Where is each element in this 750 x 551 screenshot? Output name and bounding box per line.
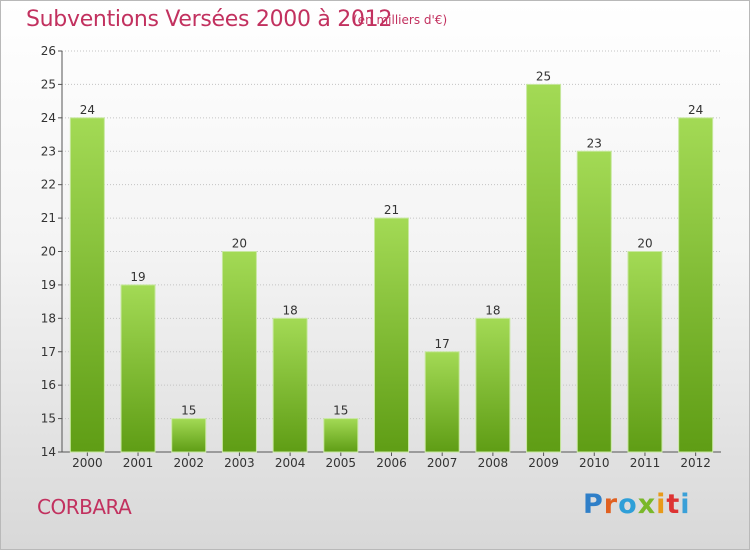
bar-2011: [627, 251, 663, 453]
y-tick-label: 23: [41, 144, 56, 158]
x-tick-label: 2006: [376, 456, 407, 470]
bars: [69, 83, 714, 453]
x-tick-label: 2004: [275, 456, 306, 470]
labels: 14 15 16 17 18 19 20 21 22 23 24 25 26 24 2000 19 2001 15…: [41, 44, 711, 470]
x-tick-label: 2010: [579, 456, 610, 470]
x-tick-label: 2012: [680, 456, 711, 470]
chart-title: Subventions Versées 2000 à 2012: [26, 7, 393, 32]
y-tick-label: 18: [41, 311, 56, 325]
city-name: CORBARA: [37, 495, 132, 519]
bar-2007: [424, 351, 460, 453]
bar-value-label: 25: [536, 69, 551, 83]
x-tick-label: 2009: [528, 456, 559, 470]
bar-value-label: 15: [181, 404, 196, 418]
y-tick-label: 24: [41, 111, 56, 125]
bar-2004: [272, 317, 308, 453]
bar-2002: [171, 418, 207, 453]
bar-2010: [576, 150, 612, 453]
bar-value-label: 21: [384, 203, 399, 217]
y-tick-label: 14: [41, 445, 56, 459]
bar-value-label: 20: [637, 237, 652, 251]
y-tick-label: 15: [41, 412, 56, 426]
bar-value-label: 20: [232, 237, 247, 251]
proxiti-logo[interactable]: Proxiti: [583, 489, 691, 520]
y-tick-label: 21: [41, 211, 56, 225]
bar-2009: [526, 83, 562, 453]
y-tick-label: 17: [41, 345, 56, 359]
y-tick-label: 20: [41, 245, 56, 259]
x-tick-label: 2001: [123, 456, 154, 470]
bar-value-label: 17: [435, 337, 450, 351]
bar-value-label: 15: [333, 404, 348, 418]
bar-2003: [221, 251, 257, 453]
bar-2005: [323, 418, 359, 453]
y-tick-label: 22: [41, 178, 56, 192]
x-tick-label: 2003: [224, 456, 255, 470]
y-tick-label: 25: [41, 77, 56, 91]
chart-subtitle: (en milliers d'€): [353, 13, 448, 27]
bar-value-label: 24: [688, 103, 703, 117]
x-tick-label: 2008: [478, 456, 509, 470]
x-tick-label: 2011: [630, 456, 661, 470]
y-tick-label: 16: [41, 378, 56, 392]
y-tick-label: 19: [41, 278, 56, 292]
bar-value-label: 18: [282, 303, 297, 317]
bar-value-label: 23: [587, 136, 602, 150]
bar-value-label: 19: [130, 270, 145, 284]
bar-2008: [475, 317, 511, 453]
y-tick-label: 26: [41, 44, 56, 58]
x-tick-label: 2005: [326, 456, 357, 470]
x-tick-label: 2007: [427, 456, 458, 470]
bar-2006: [374, 217, 409, 453]
x-tick-label: 2002: [173, 456, 204, 470]
bar-2000: [69, 117, 105, 453]
bar-2001: [120, 284, 156, 453]
bar-value-label: 18: [485, 303, 500, 317]
bar-value-label: 24: [80, 103, 95, 117]
bar-2012: [678, 117, 714, 453]
x-tick-label: 2000: [72, 456, 103, 470]
